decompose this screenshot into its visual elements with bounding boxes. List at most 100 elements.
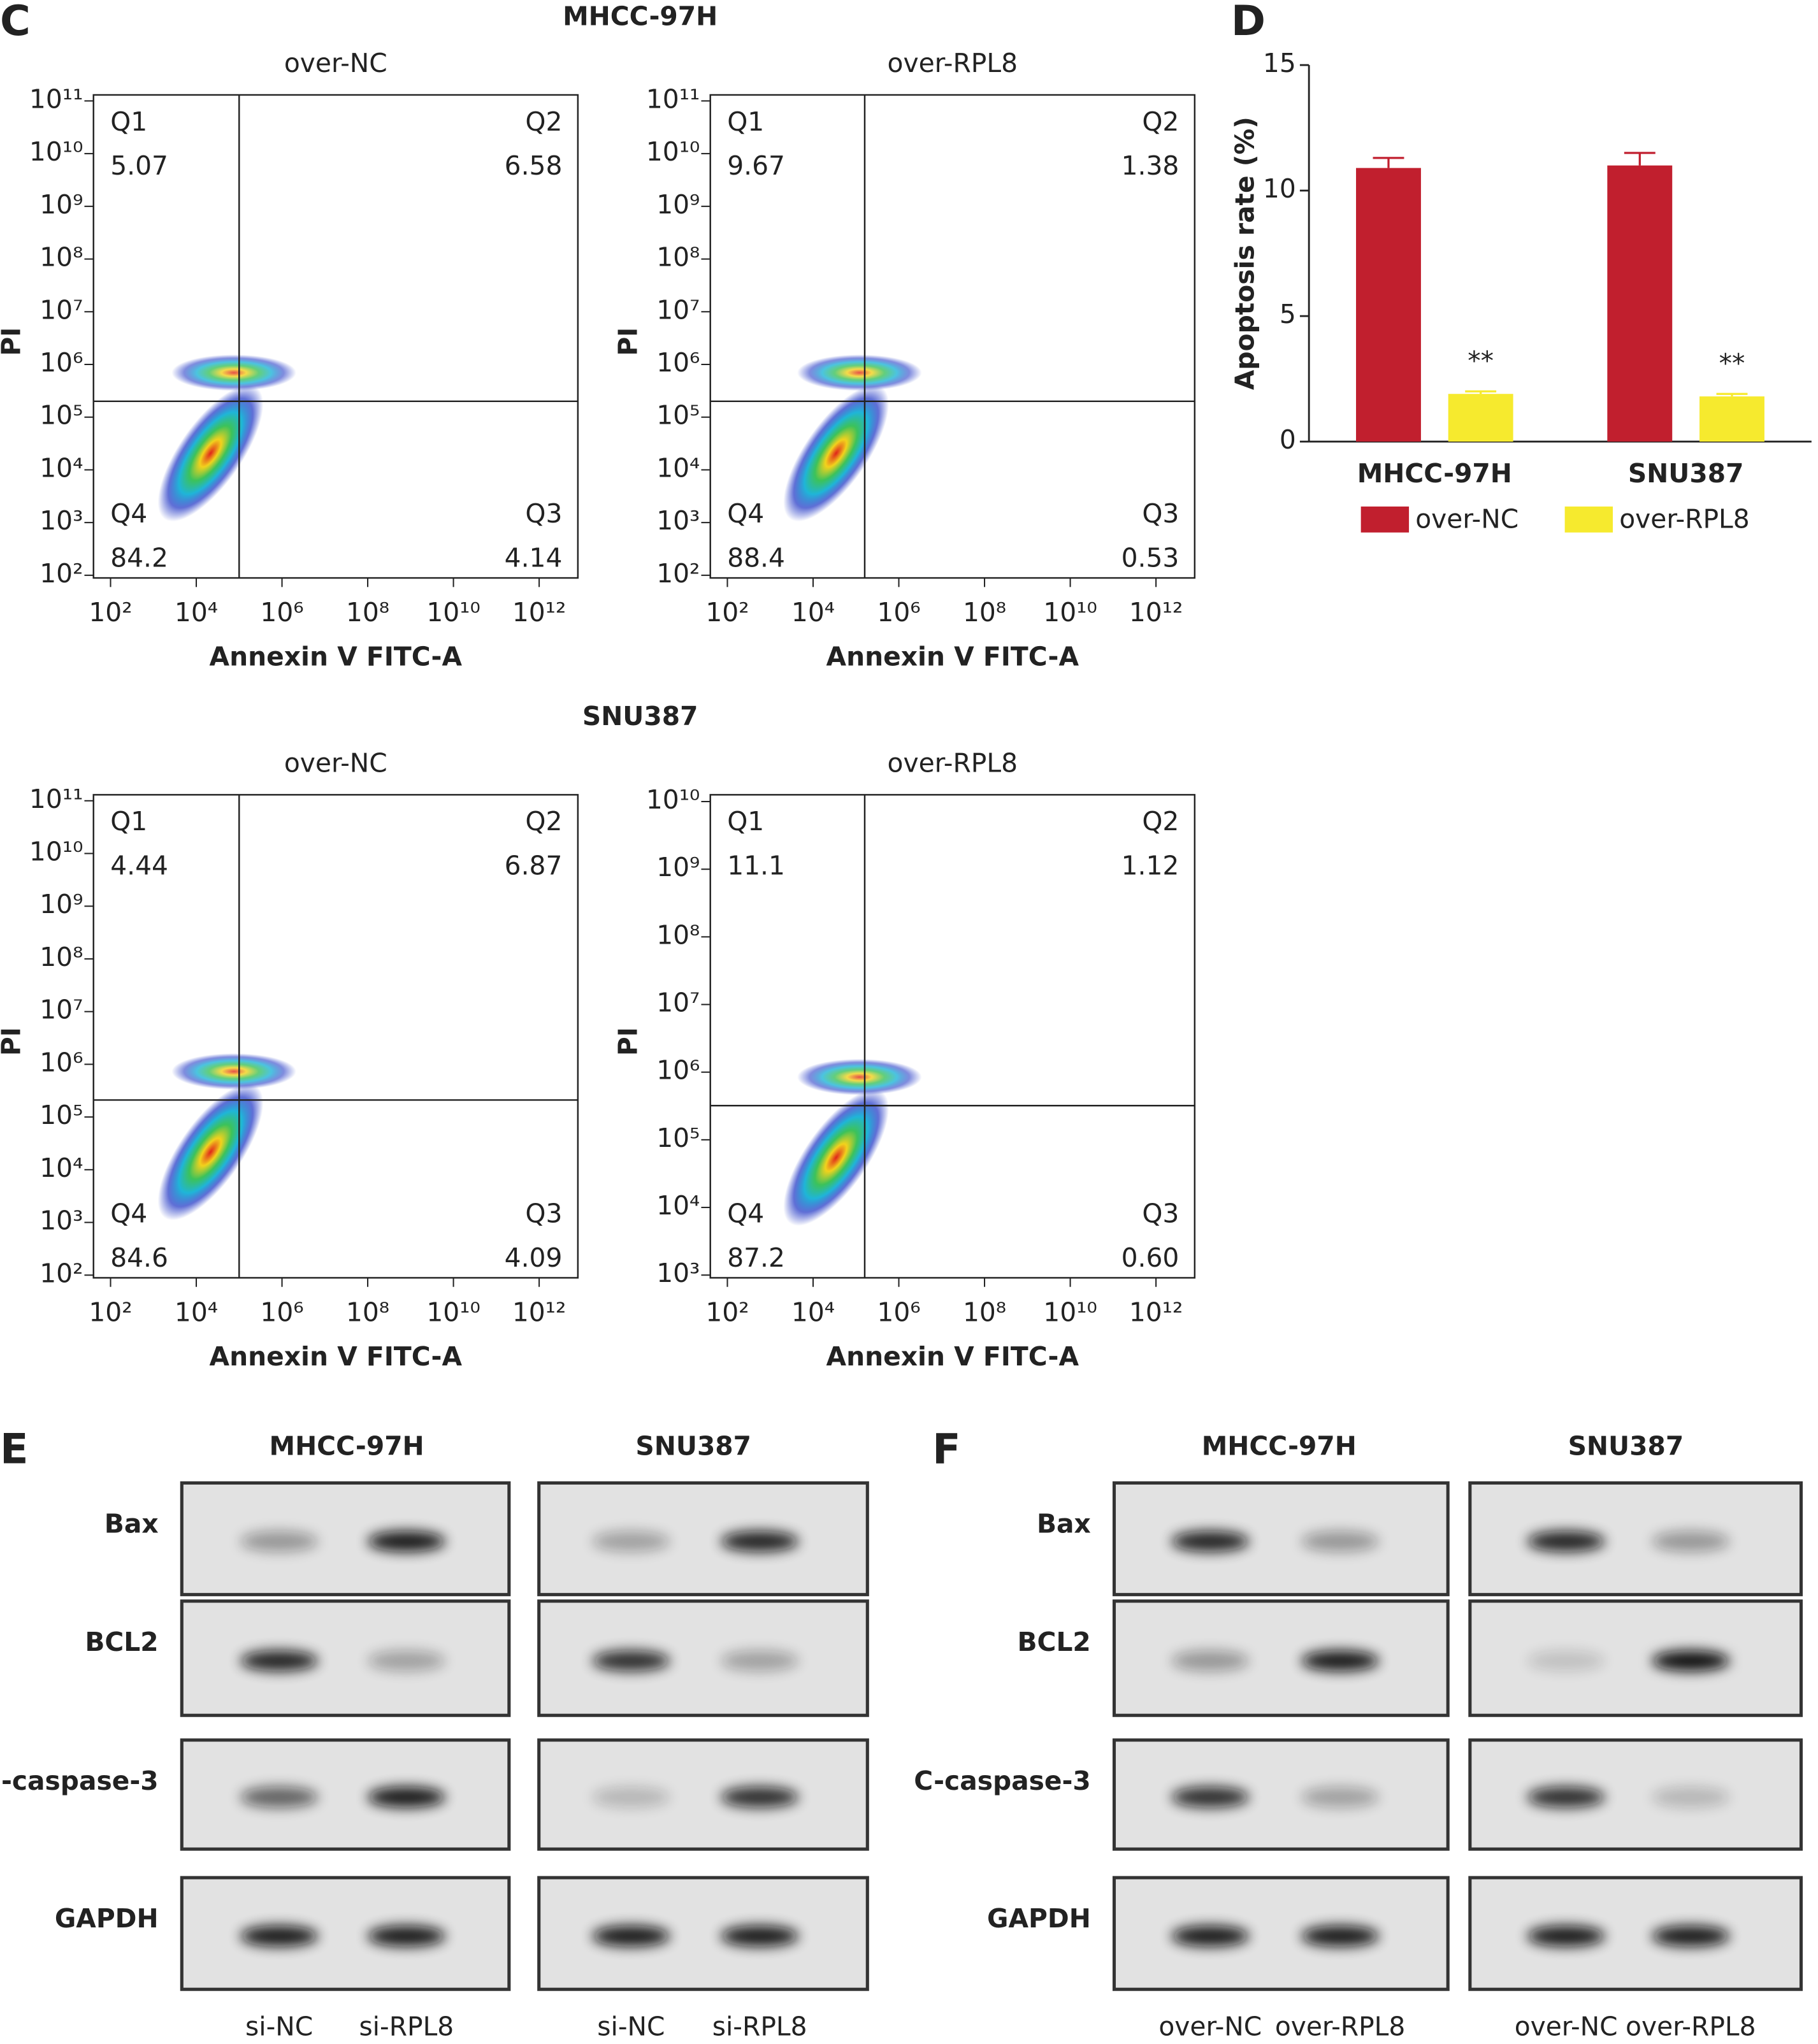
x-tick-label: 10⁴ bbox=[175, 597, 218, 628]
bar bbox=[1356, 168, 1421, 442]
x-tick-label: 10¹⁰ bbox=[1043, 1297, 1097, 1328]
y-tick-label: 10² bbox=[656, 558, 700, 589]
lane-label: over-RPL8 bbox=[1275, 2011, 1406, 2041]
blot-band bbox=[240, 1650, 319, 1671]
x-axis-label: Annexin V FITC-A bbox=[826, 1341, 1079, 1372]
x-tick-label: 10⁶ bbox=[877, 1297, 920, 1328]
y-tick-label: 10⁷ bbox=[40, 995, 83, 1025]
plot-title: over-NC bbox=[284, 48, 387, 78]
lane-label: si-NC bbox=[597, 2011, 665, 2041]
protein-label: C-caspase-3 bbox=[914, 1766, 1091, 1796]
error-bar bbox=[1624, 152, 1656, 166]
quadrant-name: Q1 bbox=[110, 106, 147, 137]
x-tick-label: 10¹² bbox=[512, 597, 566, 628]
event-cloud bbox=[157, 385, 264, 522]
y-tick-label: 10³ bbox=[656, 505, 700, 536]
panel-label: F bbox=[932, 1425, 961, 1474]
x-axis-label: Annexin V FITC-A bbox=[826, 641, 1079, 672]
quadrant-name: Q4 bbox=[110, 1198, 147, 1229]
blot-band bbox=[367, 1530, 445, 1552]
protein-label: Bax bbox=[105, 1509, 159, 1539]
quadrant-value: 11.1 bbox=[727, 850, 785, 881]
x-tick-label: SNU387 bbox=[1628, 458, 1744, 489]
protein-label: BCL2 bbox=[1018, 1627, 1091, 1657]
y-tick-label: 10⁹ bbox=[656, 852, 700, 882]
blot-band bbox=[592, 1787, 670, 1808]
significance: ** bbox=[1468, 345, 1494, 376]
quadrant-name: Q3 bbox=[525, 498, 562, 529]
panel-label: C bbox=[0, 0, 31, 45]
quadrant-name: Q3 bbox=[525, 1198, 562, 1229]
y-tick-label: 10⁸ bbox=[656, 242, 700, 273]
event-cloud bbox=[171, 1053, 296, 1090]
blot-band bbox=[1171, 1925, 1250, 1947]
y-tick-label: 10⁵ bbox=[40, 1100, 83, 1130]
bar bbox=[1699, 396, 1764, 442]
x-tick-label: 10⁴ bbox=[175, 1297, 218, 1328]
quadrant-name: Q1 bbox=[727, 106, 764, 137]
event-cloud bbox=[157, 1083, 264, 1221]
quadrant-value: 4.14 bbox=[505, 543, 563, 573]
significance: ** bbox=[1719, 348, 1745, 378]
blot-band bbox=[1527, 1530, 1605, 1552]
x-tick-label: 10¹⁰ bbox=[426, 1297, 480, 1328]
blot-strip bbox=[180, 1738, 511, 1851]
y-tick-label: 10 bbox=[1263, 173, 1296, 204]
quadrant-value: 4.09 bbox=[505, 1242, 563, 1273]
blot-band bbox=[240, 1530, 319, 1552]
plot-title: over-NC bbox=[284, 748, 387, 779]
x-axis-label: Annexin V FITC-A bbox=[210, 1341, 463, 1372]
y-tick-label: 10¹⁰ bbox=[646, 784, 700, 815]
quadrant-name: Q2 bbox=[525, 106, 562, 137]
y-tick-label: 10⁶ bbox=[40, 347, 83, 378]
blot-title: MHCC-97H bbox=[1202, 1430, 1357, 1461]
y-tick-label: 10⁷ bbox=[40, 294, 83, 325]
blot-band bbox=[1301, 1530, 1380, 1552]
y-tick-label: 15 bbox=[1263, 48, 1296, 78]
bar bbox=[1607, 165, 1673, 442]
quadrant-value: 84.2 bbox=[110, 543, 168, 573]
y-tick-label: 10¹¹ bbox=[29, 83, 83, 114]
y-axis-label: PI bbox=[612, 1027, 643, 1056]
y-tick-label: 10⁸ bbox=[40, 942, 83, 972]
blot-strip bbox=[1112, 1481, 1450, 1597]
x-axis-label: Annexin V FITC-A bbox=[210, 641, 463, 672]
lane-label: over-RPL8 bbox=[1626, 2011, 1756, 2041]
blot-strip bbox=[1112, 1738, 1450, 1851]
protein-label: C-caspase-3 bbox=[0, 1766, 159, 1796]
x-tick-label: 10¹² bbox=[1129, 1297, 1183, 1328]
plot-frame bbox=[92, 794, 579, 1279]
quadrant-value: 1.12 bbox=[1122, 850, 1180, 881]
event-cloud bbox=[783, 385, 889, 522]
event-cloud bbox=[797, 1058, 922, 1095]
x-tick-label: 10⁶ bbox=[877, 597, 920, 628]
x-tick-label: 10¹² bbox=[1129, 597, 1183, 628]
x-tick-label: 10¹² bbox=[512, 1297, 566, 1328]
x-tick-label: 10⁸ bbox=[346, 1297, 389, 1328]
quadrant-value: 88.4 bbox=[727, 543, 785, 573]
lane-label: si-RPL8 bbox=[359, 2011, 454, 2041]
plot-frame bbox=[709, 94, 1196, 579]
quadrant-name: Q2 bbox=[1142, 106, 1179, 137]
quadrant-name: Q4 bbox=[110, 498, 147, 529]
error-bar bbox=[1465, 390, 1497, 394]
blot-band bbox=[1527, 1925, 1605, 1947]
quadrant-name: Q3 bbox=[1142, 498, 1179, 529]
y-axis-label: Apoptosis rate (%) bbox=[1229, 117, 1260, 390]
y-tick-label: 10¹¹ bbox=[646, 83, 700, 114]
section-title: MHCC-97H bbox=[563, 1, 718, 32]
blot-strip bbox=[1112, 1599, 1450, 1717]
y-tick-label: 10⁴ bbox=[656, 452, 700, 483]
lane-label: si-NC bbox=[245, 2011, 313, 2041]
blot-band bbox=[1301, 1787, 1380, 1808]
y-tick-label: 10⁷ bbox=[656, 988, 700, 1018]
legend-label: over-RPL8 bbox=[1619, 503, 1750, 534]
bar bbox=[1448, 394, 1513, 442]
y-tick-label: 10⁵ bbox=[656, 400, 700, 431]
blot-strip bbox=[537, 1481, 869, 1597]
blot-band bbox=[1171, 1530, 1250, 1552]
blot-strip bbox=[180, 1481, 511, 1597]
blot-band bbox=[367, 1787, 445, 1808]
blot-band bbox=[721, 1925, 799, 1947]
blot-strip bbox=[1112, 1876, 1450, 1991]
